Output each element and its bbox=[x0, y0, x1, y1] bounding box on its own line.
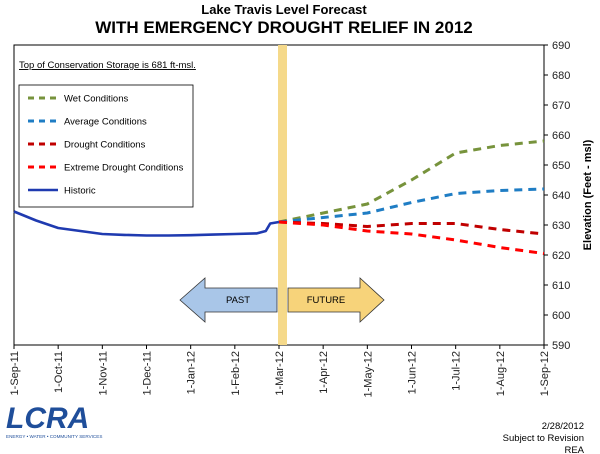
legend-label: Average Conditions bbox=[64, 117, 147, 128]
x-tick-label: 1-Sep-11 bbox=[9, 351, 21, 395]
y-tick-label: 650 bbox=[552, 160, 570, 172]
y-tick-label: 620 bbox=[552, 250, 570, 262]
x-axis: 1-Sep-11 1-Oct-11 1-Nov-11 1-Dec-11 1-Jan-12… bbox=[9, 345, 551, 397]
y-tick-label: 590 bbox=[552, 340, 570, 352]
y-tick-label: 680 bbox=[552, 70, 570, 82]
footer-author: REA bbox=[564, 445, 584, 454]
conservation-annotation: Top of Conservation Storage is 681 ft-ms… bbox=[19, 60, 196, 71]
plot-area: 1-Sep-11 1-Oct-11 1-Nov-11 1-Dec-11 1-Jan-12… bbox=[9, 40, 570, 397]
x-tick-label: 1-May-12 bbox=[362, 351, 374, 397]
future-arrow: FUTURE bbox=[287, 277, 385, 323]
legend: Wet Conditions Average Conditions Drought … bbox=[18, 84, 194, 208]
legend-box bbox=[18, 84, 194, 208]
series-line-wet-conditions bbox=[278, 139, 545, 224]
x-tick-label: 1-Apr-12 bbox=[318, 351, 330, 394]
x-tick-label: 1-Sep-12 bbox=[539, 351, 551, 396]
current-date-marker bbox=[278, 45, 287, 345]
future-arrow-shape bbox=[287, 277, 385, 323]
series-line-drought-conditions bbox=[278, 220, 545, 236]
lcra-logo: LCRA ENERGY • WATER • COMMUNITY SERVICES bbox=[6, 402, 102, 439]
chart-subtitle: Lake Travis Level Forecast bbox=[201, 2, 367, 17]
y-tick-label: 640 bbox=[552, 190, 570, 202]
footer-revision: Subject to Revision bbox=[503, 433, 584, 444]
past-arrow: PAST bbox=[179, 277, 278, 323]
y-tick-label: 630 bbox=[552, 220, 570, 232]
legend-label: Wet Conditions bbox=[64, 94, 128, 105]
x-tick-label: 1-Jun-12 bbox=[407, 351, 419, 394]
y-tick-label: 670 bbox=[552, 100, 570, 112]
x-tick-label: 1-Aug-12 bbox=[495, 351, 507, 396]
y-axis: 590 600 610 620 630 640 650 660 670 680 690 bbox=[544, 40, 570, 352]
series-line-extreme-drought-conditions bbox=[278, 220, 545, 255]
x-tick-label: 1-Mar-12 bbox=[274, 351, 286, 396]
legend-label: Historic bbox=[64, 186, 96, 197]
y-tick-label: 690 bbox=[552, 40, 570, 52]
x-tick-label: 1-Dec-11 bbox=[142, 351, 154, 395]
y-tick-label: 610 bbox=[552, 280, 570, 292]
past-arrow-shape bbox=[179, 277, 278, 323]
x-tick-label: 1-Jan-12 bbox=[186, 351, 198, 394]
series-line-average-conditions bbox=[278, 187, 545, 224]
legend-label: Drought Conditions bbox=[64, 140, 146, 151]
y-tick-label: 600 bbox=[552, 310, 570, 322]
series-layer bbox=[13, 139, 545, 255]
x-tick-label: 1-Oct-11 bbox=[53, 351, 65, 393]
y-tick-label: 660 bbox=[552, 130, 570, 142]
logo-text: LCRA bbox=[6, 402, 89, 435]
x-tick-label: 1-Nov-11 bbox=[97, 351, 109, 395]
x-tick-label: 1-Jul-12 bbox=[451, 351, 463, 391]
future-label: FUTURE bbox=[307, 295, 346, 306]
footer-date: 2/28/2012 bbox=[542, 421, 584, 432]
x-tick-label: 1-Feb-12 bbox=[230, 351, 242, 396]
past-label: PAST bbox=[226, 295, 250, 306]
chart-title: WITH EMERGENCY DROUGHT RELIEF IN 2012 bbox=[95, 18, 473, 37]
logo-tagline: ENERGY • WATER • COMMUNITY SERVICES bbox=[6, 434, 102, 439]
y-axis-label: Elevation (Feet - msl) bbox=[582, 139, 594, 250]
legend-label: Extreme Drought Conditions bbox=[64, 163, 184, 174]
series-line-historic bbox=[13, 210, 280, 237]
